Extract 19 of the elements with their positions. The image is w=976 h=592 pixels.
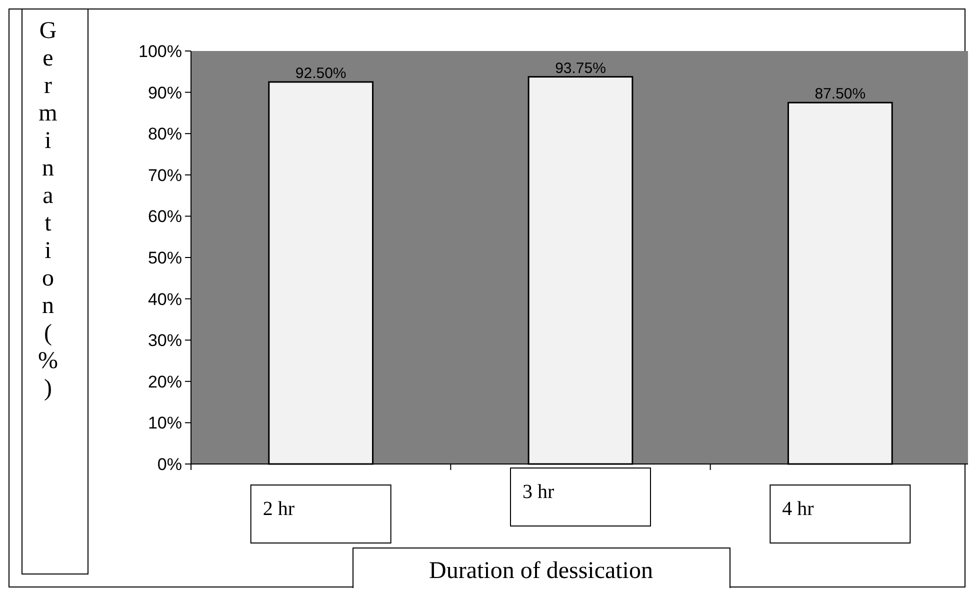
x-tick-label: 2 hr [262,498,295,520]
data-label: 87.50% [814,86,866,103]
y-tick-label: 0% [157,454,182,474]
x-tick-label: 4 hr [782,498,814,520]
y-tick-label: 20% [148,372,182,392]
data-label: 93.75% [555,60,606,77]
y-tick-label: 100% [138,42,182,61]
y-tick-label: 50% [148,248,182,268]
y-tick-label: 90% [148,83,182,102]
y-tick-label: 80% [148,124,182,144]
y-tick-label: 10% [148,414,182,433]
y-tick-label: 60% [148,207,182,226]
y-tick-label: 40% [148,290,182,309]
x-axis-title: Duration of dessication [429,558,653,584]
y-tick-label: 30% [148,331,182,350]
y-tick-label: 70% [148,166,182,185]
x-tick-label: 3 hr [522,481,554,503]
data-label: 92.50% [295,64,346,82]
text: Germination(%) [38,18,58,402]
